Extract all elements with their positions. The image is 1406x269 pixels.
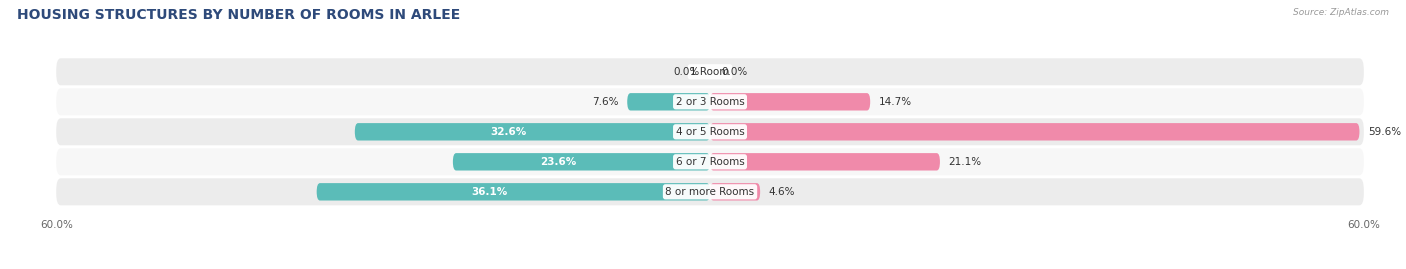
FancyBboxPatch shape: [354, 123, 710, 140]
Text: 23.6%: 23.6%: [540, 157, 576, 167]
Text: 7.6%: 7.6%: [592, 97, 619, 107]
Text: 4.6%: 4.6%: [769, 187, 796, 197]
FancyBboxPatch shape: [56, 118, 1364, 145]
Text: 2 or 3 Rooms: 2 or 3 Rooms: [676, 97, 744, 107]
Text: 36.1%: 36.1%: [471, 187, 508, 197]
Text: HOUSING STRUCTURES BY NUMBER OF ROOMS IN ARLEE: HOUSING STRUCTURES BY NUMBER OF ROOMS IN…: [17, 8, 460, 22]
Text: 14.7%: 14.7%: [879, 97, 912, 107]
Text: 8 or more Rooms: 8 or more Rooms: [665, 187, 755, 197]
Text: 59.6%: 59.6%: [1368, 127, 1402, 137]
Text: 4 or 5 Rooms: 4 or 5 Rooms: [676, 127, 744, 137]
Text: 1 Room: 1 Room: [690, 67, 730, 77]
FancyBboxPatch shape: [56, 178, 1364, 205]
Text: 0.0%: 0.0%: [721, 67, 747, 77]
FancyBboxPatch shape: [710, 93, 870, 111]
FancyBboxPatch shape: [56, 88, 1364, 115]
Text: 0.0%: 0.0%: [673, 67, 699, 77]
FancyBboxPatch shape: [316, 183, 710, 200]
FancyBboxPatch shape: [56, 148, 1364, 175]
FancyBboxPatch shape: [453, 153, 710, 171]
FancyBboxPatch shape: [710, 183, 761, 200]
FancyBboxPatch shape: [56, 58, 1364, 85]
Text: 32.6%: 32.6%: [491, 127, 527, 137]
Text: 21.1%: 21.1%: [949, 157, 981, 167]
Text: Source: ZipAtlas.com: Source: ZipAtlas.com: [1294, 8, 1389, 17]
Legend: Owner-occupied, Renter-occupied: Owner-occupied, Renter-occupied: [600, 267, 820, 269]
FancyBboxPatch shape: [710, 153, 941, 171]
Text: 6 or 7 Rooms: 6 or 7 Rooms: [676, 157, 744, 167]
FancyBboxPatch shape: [710, 123, 1360, 140]
FancyBboxPatch shape: [627, 93, 710, 111]
